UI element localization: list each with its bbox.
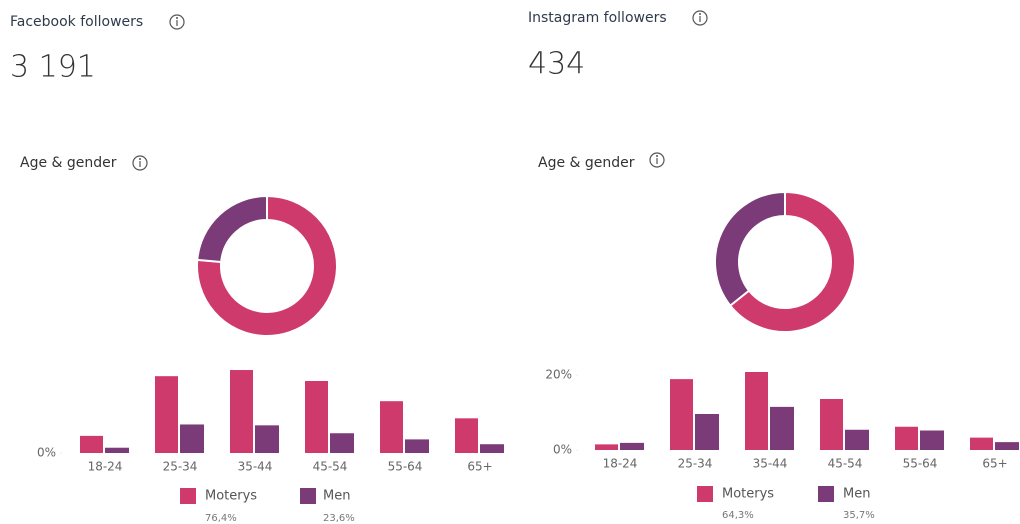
y-tick-label: 0%: [553, 443, 572, 457]
section-title: Age & gender: [538, 155, 635, 171]
follower-count: 3 191: [10, 50, 96, 85]
legend-value: 64,3%: [722, 510, 754, 521]
bar: [405, 439, 429, 453]
y-tick-label: 0%: [37, 446, 56, 460]
bar: [480, 444, 504, 453]
bar: [845, 429, 869, 450]
x-tick-label: 55-64: [388, 460, 423, 474]
legend-value: 35,7%: [843, 510, 875, 521]
x-tick-label: 25-34: [678, 457, 713, 471]
bar: [330, 433, 354, 453]
bar: [895, 426, 918, 450]
bar: [80, 435, 103, 453]
bar: [970, 437, 993, 450]
legend-swatch: [697, 486, 713, 502]
bar: [255, 425, 279, 453]
bar: [595, 444, 618, 450]
bar: [620, 442, 644, 450]
x-tick-label: 65+: [982, 457, 1007, 471]
y-tick-label: 20%: [545, 368, 572, 382]
legend-label: Moterys: [205, 489, 257, 504]
x-tick-label: 35-44: [753, 457, 788, 471]
legend-value: 23,6%: [323, 513, 355, 524]
bar: [995, 442, 1019, 450]
info-icon[interactable]: [692, 10, 708, 26]
follower-count: 434: [528, 47, 585, 82]
panel-title: Instagram followers: [528, 10, 667, 26]
legend-label: Moterys: [722, 487, 774, 502]
legend-swatch: [818, 486, 834, 502]
x-tick-label: 45-54: [828, 457, 863, 471]
legend-value: 76,4%: [205, 513, 237, 524]
x-tick-label: 45-54: [313, 460, 348, 474]
donut-segment: [728, 190, 856, 333]
legend-label: Men: [323, 489, 350, 504]
donut-segment: [714, 190, 786, 308]
bar: [745, 372, 768, 450]
legend-swatch: [180, 488, 196, 504]
bar: [455, 418, 478, 453]
bar: [380, 401, 403, 453]
x-tick-label: 35-44: [238, 460, 273, 474]
info-icon[interactable]: [649, 152, 665, 168]
donut-segment: [196, 194, 268, 264]
section-title: Age & gender: [20, 155, 117, 171]
bar: [180, 424, 204, 453]
info-icon[interactable]: [132, 155, 148, 171]
bar: [155, 376, 178, 453]
bar: [105, 447, 129, 453]
bar: [230, 370, 253, 453]
donut-segment: [196, 194, 338, 337]
bar: [670, 379, 693, 450]
legend-label: Men: [843, 487, 870, 502]
info-icon[interactable]: [169, 14, 185, 30]
bar: [920, 430, 944, 450]
bar: [770, 406, 794, 450]
bar: [820, 399, 843, 450]
x-tick-label: 18-24: [88, 460, 123, 474]
x-tick-label: 18-24: [603, 457, 638, 471]
bar: [305, 381, 328, 453]
bar: [695, 414, 719, 450]
x-tick-label: 65+: [467, 460, 492, 474]
x-tick-label: 55-64: [903, 457, 938, 471]
legend-swatch: [300, 488, 316, 504]
panel-title: Facebook followers: [10, 14, 143, 30]
x-tick-label: 25-34: [163, 460, 198, 474]
